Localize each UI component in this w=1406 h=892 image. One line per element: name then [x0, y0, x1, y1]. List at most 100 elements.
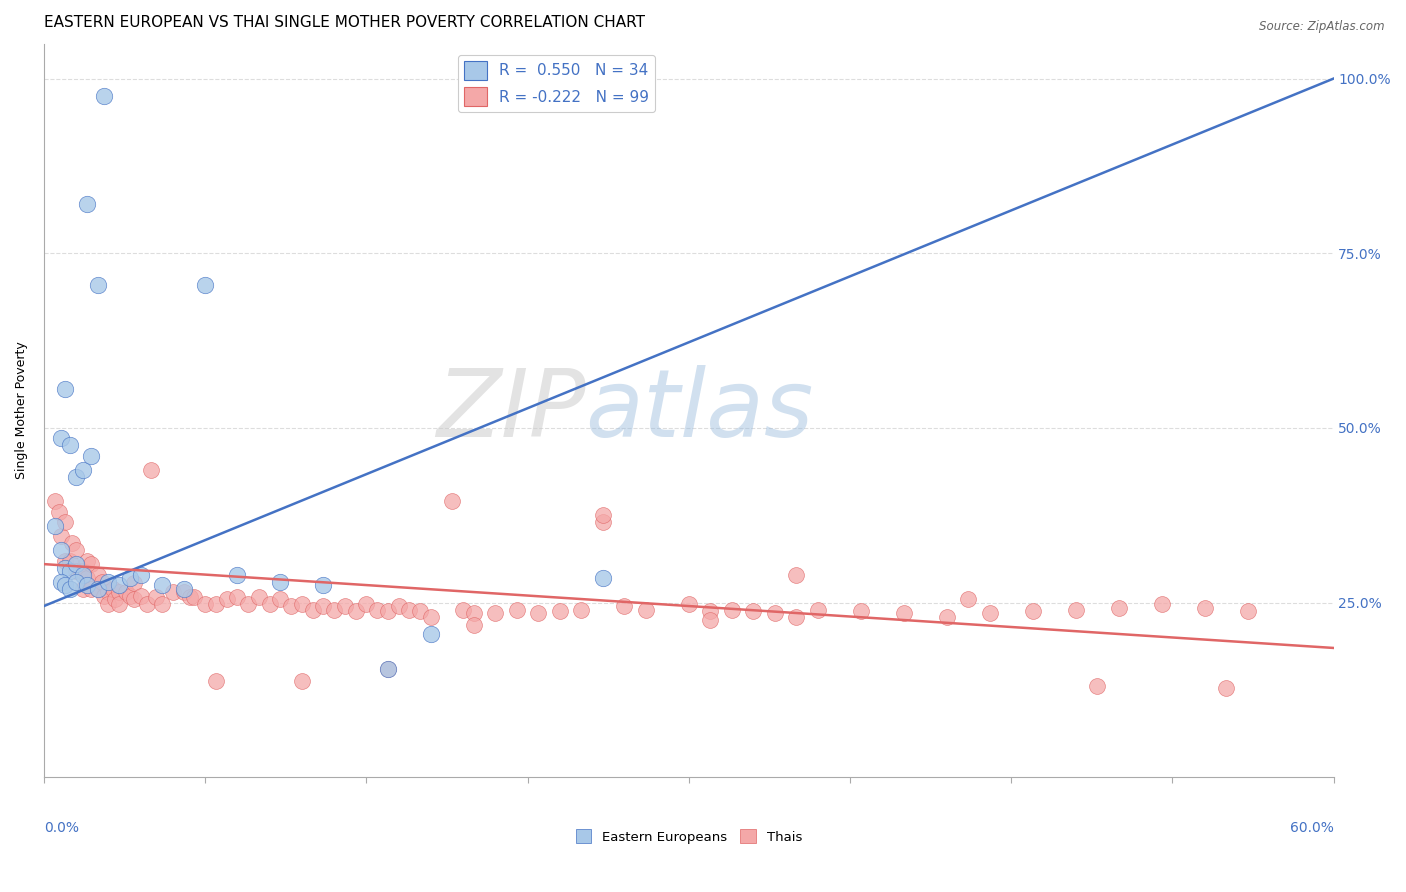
Point: [678, 597, 700, 611]
Point: [785, 609, 807, 624]
Point: [1236, 604, 1258, 618]
Point: [301, 602, 323, 616]
Point: [44, 518, 66, 533]
Point: [807, 602, 830, 616]
Point: [441, 494, 464, 508]
Point: [592, 508, 614, 523]
Point: [97, 585, 120, 599]
Point: [291, 597, 314, 611]
Point: [118, 589, 141, 603]
Point: [409, 604, 432, 618]
Point: [377, 604, 399, 618]
Point: [51, 529, 73, 543]
Point: [1150, 597, 1173, 611]
Point: [76, 578, 98, 592]
Point: [205, 597, 228, 611]
Point: [312, 578, 335, 592]
Point: [1064, 602, 1087, 616]
Point: [72, 463, 94, 477]
Point: [141, 463, 163, 477]
Point: [86, 567, 108, 582]
Point: [86, 582, 108, 596]
Point: [205, 673, 228, 688]
Point: [55, 560, 77, 574]
Point: [86, 582, 108, 596]
Point: [108, 585, 131, 599]
Point: [484, 606, 506, 620]
Point: [1021, 604, 1043, 618]
Point: [72, 564, 94, 578]
Text: ZIP: ZIP: [436, 365, 585, 456]
Point: [76, 197, 98, 211]
Point: [569, 602, 592, 616]
Point: [97, 574, 120, 589]
Point: [80, 449, 103, 463]
Point: [269, 574, 291, 589]
Point: [312, 599, 335, 613]
Point: [280, 599, 302, 613]
Point: [763, 606, 786, 620]
Point: [742, 604, 765, 618]
Point: [55, 554, 77, 568]
Y-axis label: Single Mother Poverty: Single Mother Poverty: [15, 342, 28, 479]
Point: [419, 627, 441, 641]
Point: [59, 554, 82, 568]
Point: [398, 602, 420, 616]
Text: 0.0%: 0.0%: [44, 822, 79, 835]
Point: [173, 582, 195, 596]
Point: [236, 597, 259, 611]
Point: [613, 599, 636, 613]
Point: [150, 578, 173, 592]
Point: [506, 602, 529, 616]
Point: [101, 582, 124, 596]
Point: [51, 431, 73, 445]
Point: [226, 590, 249, 604]
Point: [592, 515, 614, 529]
Point: [935, 609, 957, 624]
Point: [108, 578, 131, 592]
Point: [65, 543, 87, 558]
Point: [114, 585, 136, 599]
Point: [979, 606, 1001, 620]
Point: [377, 662, 399, 676]
Point: [136, 597, 159, 611]
Point: [356, 597, 378, 611]
Point: [194, 277, 217, 292]
Point: [699, 604, 721, 618]
Point: [592, 571, 614, 585]
Point: [150, 597, 173, 611]
Point: [51, 543, 73, 558]
Point: [849, 604, 872, 618]
Point: [1194, 601, 1216, 615]
Point: [1215, 681, 1237, 695]
Point: [145, 590, 167, 604]
Point: [419, 609, 441, 624]
Point: [93, 89, 115, 103]
Point: [720, 602, 742, 616]
Point: [80, 557, 103, 571]
Point: [323, 602, 346, 616]
Point: [451, 602, 474, 616]
Point: [129, 589, 152, 603]
Point: [291, 673, 314, 688]
Point: [104, 592, 127, 607]
Point: [1108, 601, 1130, 615]
Point: [76, 571, 98, 585]
Point: [76, 554, 98, 568]
Point: [108, 597, 131, 611]
Point: [69, 564, 91, 578]
Point: [194, 597, 217, 611]
Point: [247, 590, 270, 604]
Point: [80, 582, 103, 596]
Point: [65, 557, 87, 571]
Point: [72, 567, 94, 582]
Point: [1085, 679, 1108, 693]
Point: [97, 597, 120, 611]
Point: [118, 571, 141, 585]
Point: [59, 582, 82, 596]
Point: [699, 613, 721, 627]
Point: [366, 602, 388, 616]
Point: [226, 567, 249, 582]
Point: [122, 576, 145, 591]
Point: [55, 578, 77, 592]
